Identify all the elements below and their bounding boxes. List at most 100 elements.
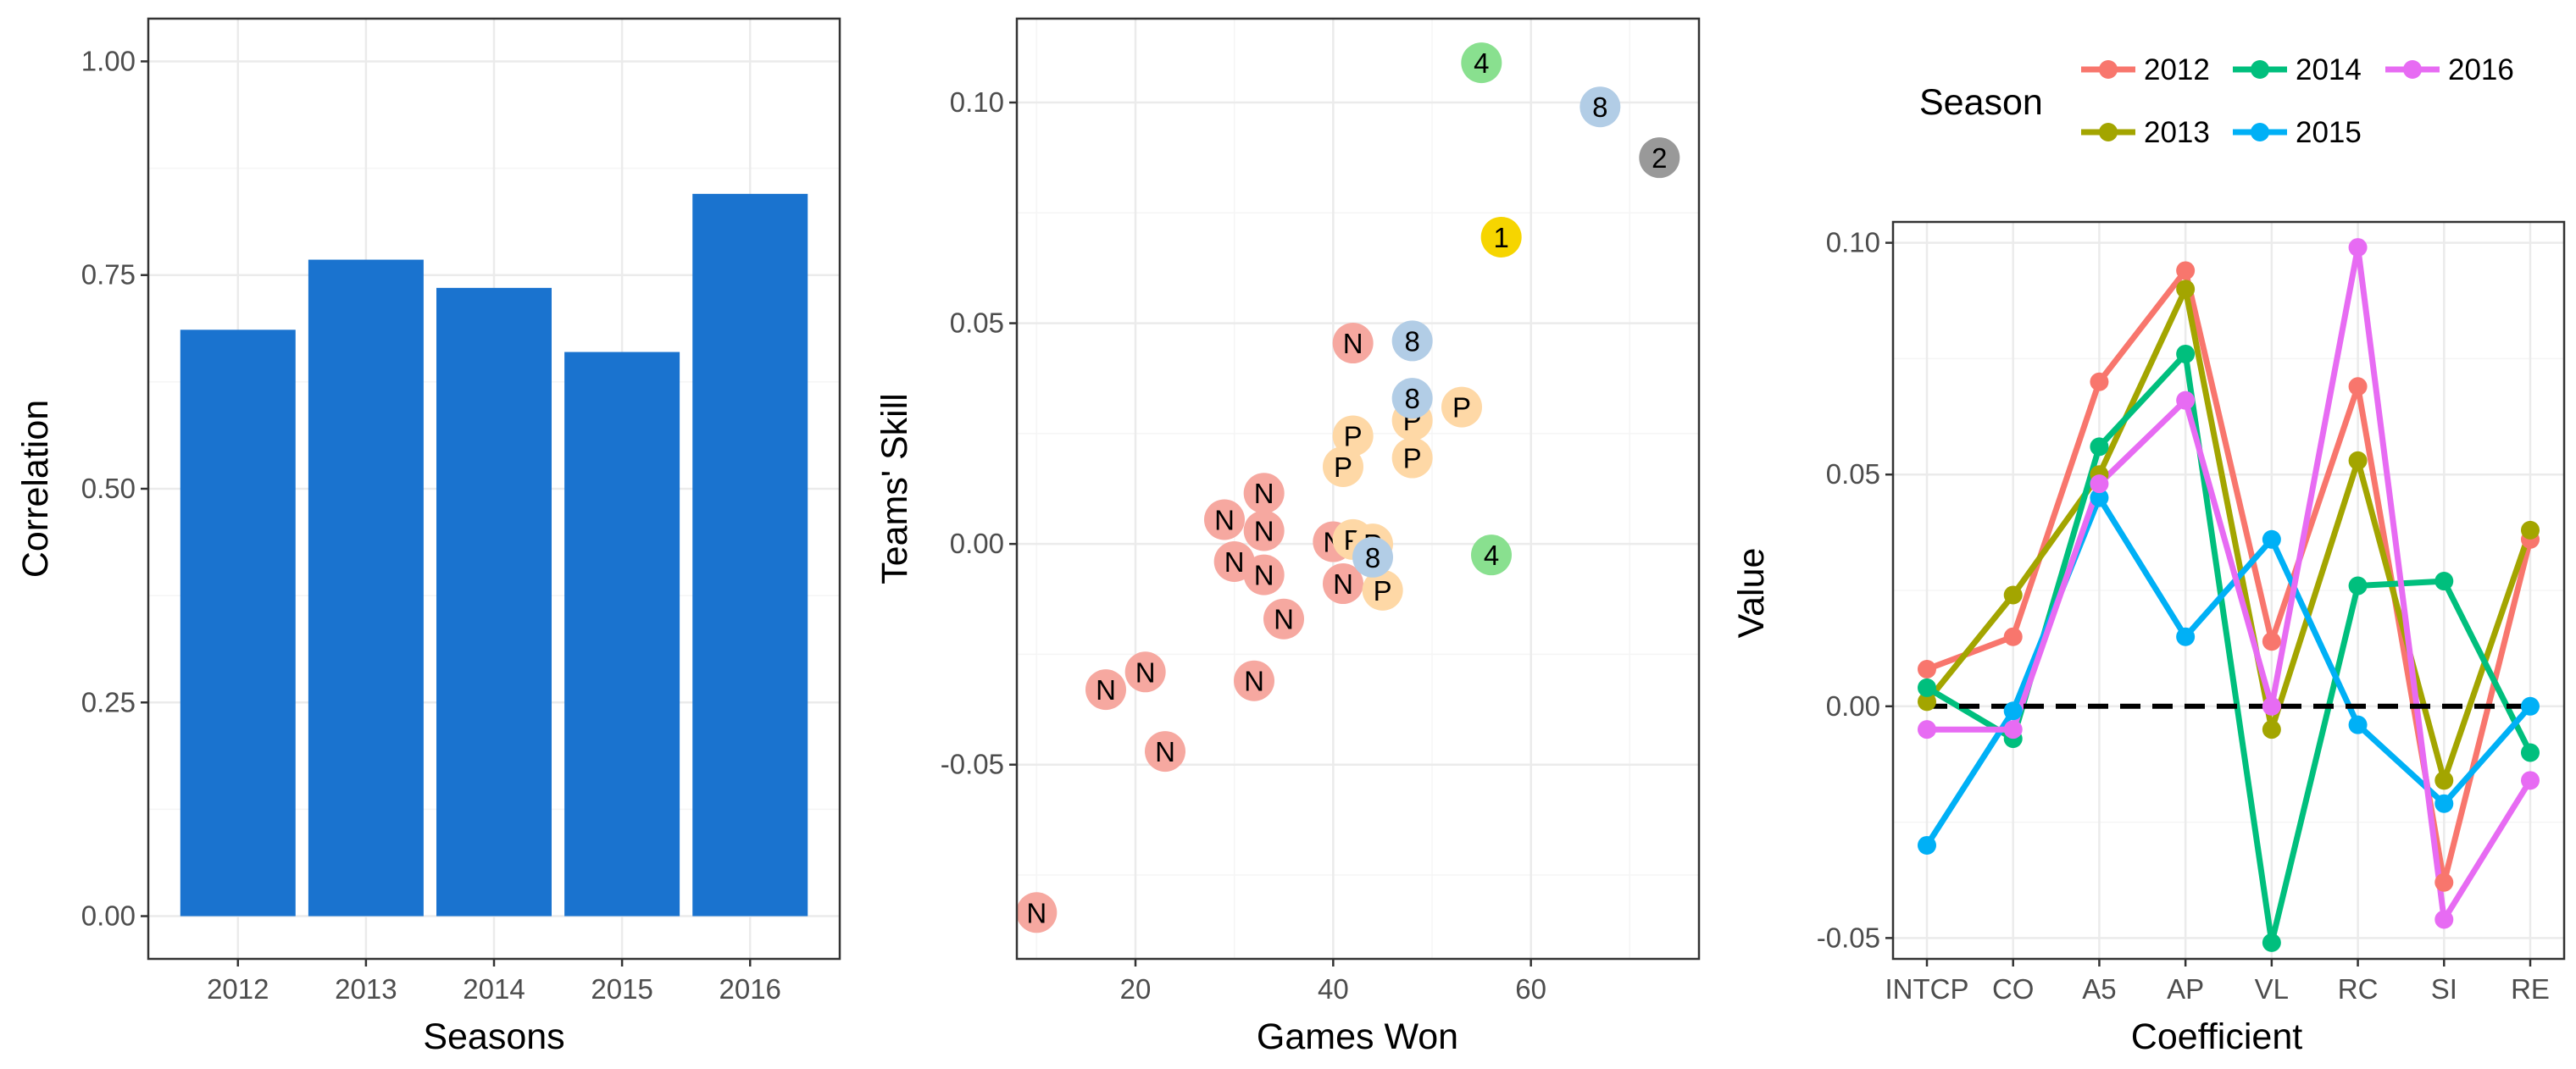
series-point-2012-A5 (2090, 372, 2109, 391)
scatter-point-N: N (1263, 598, 1304, 640)
scatter-point-marker (1243, 473, 1285, 514)
x-tick-label: RE (2511, 973, 2550, 1005)
scatter-point-label: N (1224, 546, 1245, 578)
series-point-2014-AP (2176, 344, 2196, 363)
scatter-point-label: P (1452, 392, 1471, 424)
y-tick-label: -0.05 (1817, 922, 1880, 953)
scatter-point-marker (1461, 42, 1502, 84)
scatter-point-label: N (1135, 656, 1156, 688)
series-point-2015-SI (2434, 794, 2454, 813)
scatter-point-label: 8 (1592, 91, 1607, 123)
scatter-point-label: N (1254, 560, 1274, 591)
scatter-point-N: N (1323, 563, 1363, 605)
scatter-point-N: N (1124, 651, 1166, 693)
scatter-point-P: P (1441, 386, 1482, 428)
scatter-point-marker (1016, 892, 1058, 933)
scatter-point-label: N (1333, 568, 1353, 600)
bar-2013 (308, 259, 424, 917)
scatter-point-marker (1234, 660, 1274, 701)
scatter-point-marker (1204, 499, 1245, 540)
scatter-point-label: N (1155, 736, 1175, 767)
line-chart-frame (1891, 220, 2566, 961)
scatter-point-label: 4 (1484, 540, 1499, 571)
scatter-point-label: 8 (1365, 542, 1380, 573)
scatter-point-4: 4 (1461, 42, 1502, 84)
line-chart-panel: -0.05 0.00 0.05 0.10 INTCP CO A5 AP VL RC SI RE Coe… (1731, 53, 2566, 1057)
scatter-point-marker (1263, 598, 1304, 640)
scatter-point-marker (1243, 510, 1285, 551)
series-point-2013-SI (2434, 771, 2454, 790)
series-point-2014-SI (2434, 572, 2454, 591)
scatter-point-label: 8 (1404, 325, 1419, 357)
series-point-2015-VL (2262, 529, 2281, 549)
series-2016 (1927, 244, 2533, 922)
series-point-2015-AP (2176, 627, 2196, 646)
scatter-point-marker (1323, 446, 1363, 487)
series-point-2013-INTCP (1918, 692, 1936, 712)
scatter-point-label: P (1403, 443, 1422, 474)
series-point-2013-RC (2348, 451, 2368, 470)
series-point-2016-INTCP (1918, 720, 1936, 739)
scatter-point-marker (1480, 216, 1522, 258)
scatter-point-label: N (1244, 666, 1264, 697)
scatter-point-marker (1362, 569, 1403, 611)
scatter-point-marker (1391, 378, 1433, 419)
scatter-point-P: P (1332, 415, 1374, 457)
legend-swatch-point (2099, 123, 2118, 141)
bar-2015 (564, 352, 680, 917)
y-tick-label: 0.00 (81, 900, 136, 932)
scatter-point-P: P (1323, 446, 1363, 487)
series-point-2014-INTCP (1918, 678, 1936, 697)
legend-label: 2014 (2296, 53, 2362, 86)
series-line-2016 (1927, 244, 2533, 922)
x-tick-label: RC (2338, 973, 2379, 1005)
legend-title: Season (1919, 82, 2043, 123)
scatter-point-marker (1441, 386, 1482, 428)
scatter-point-N: N (1332, 323, 1374, 364)
series-point-2012-AP (2176, 261, 2196, 280)
scatter-point-N: N (1243, 473, 1285, 514)
scatter-point-label: N (1254, 478, 1274, 509)
y-tick-label: 1.00 (81, 45, 136, 76)
scatter-point-N: N (1085, 669, 1126, 711)
x-tick-label: SI (2431, 973, 2457, 1005)
scatter-point-marker (1085, 669, 1126, 711)
scatter-point-label: N (1214, 504, 1235, 535)
legend-item-2016: 2016 (2385, 53, 2514, 86)
bar-2016 (692, 193, 808, 917)
x-tick-label: CO (1992, 973, 2035, 1005)
scatter-point-N: N (1204, 499, 1245, 540)
bar-chart-panel: 0.00 0.25 0.50 0.75 1.00 2012 2013 2014 2015 2016… (15, 17, 841, 1057)
scatter-point-8: 8 (1391, 378, 1433, 419)
y-tick-label: 0.10 (950, 86, 1004, 118)
series-point-2012-CO (2003, 627, 2023, 646)
scatter-point-label: P (1334, 451, 1352, 483)
scatter-point-1: 1 (1480, 216, 1522, 258)
scatter-point-8: 8 (1391, 320, 1433, 362)
series-point-2015-RE (2521, 696, 2540, 716)
scatter-x-axis-title: Games Won (1257, 1016, 1458, 1057)
legend-item-2012: 2012 (2081, 53, 2210, 86)
series-points-2016 (1918, 238, 2540, 929)
legend-swatch-point (2099, 60, 2118, 79)
scatter-y-axis-title: Teams' Skill (874, 393, 915, 584)
scatter-point-P: P (1362, 569, 1403, 611)
line-chart-y-axis-title: Value (1731, 548, 1772, 639)
series-point-2016-VL (2262, 696, 2281, 716)
legend-item-2013: 2013 (2081, 116, 2210, 149)
legend-swatch-point (2251, 123, 2269, 141)
series-point-2012-INTCP (1918, 660, 1936, 679)
series-point-2013-VL (2262, 720, 2281, 739)
series-point-2012-RC (2348, 377, 2368, 396)
scatter-point-label: N (1026, 897, 1046, 928)
legend-swatch-point (2403, 60, 2422, 79)
x-tick-label: 2012 (207, 973, 269, 1005)
series-point-2013-CO (2003, 585, 2023, 605)
scatter-point-label: N (1343, 328, 1363, 359)
series-point-2014-A5 (2090, 437, 2109, 457)
series-point-2015-CO (2003, 701, 2023, 721)
scatter-point-label: N (1274, 604, 1294, 635)
scatter-point-marker (1471, 534, 1512, 576)
scatter-point-marker (1124, 651, 1166, 693)
